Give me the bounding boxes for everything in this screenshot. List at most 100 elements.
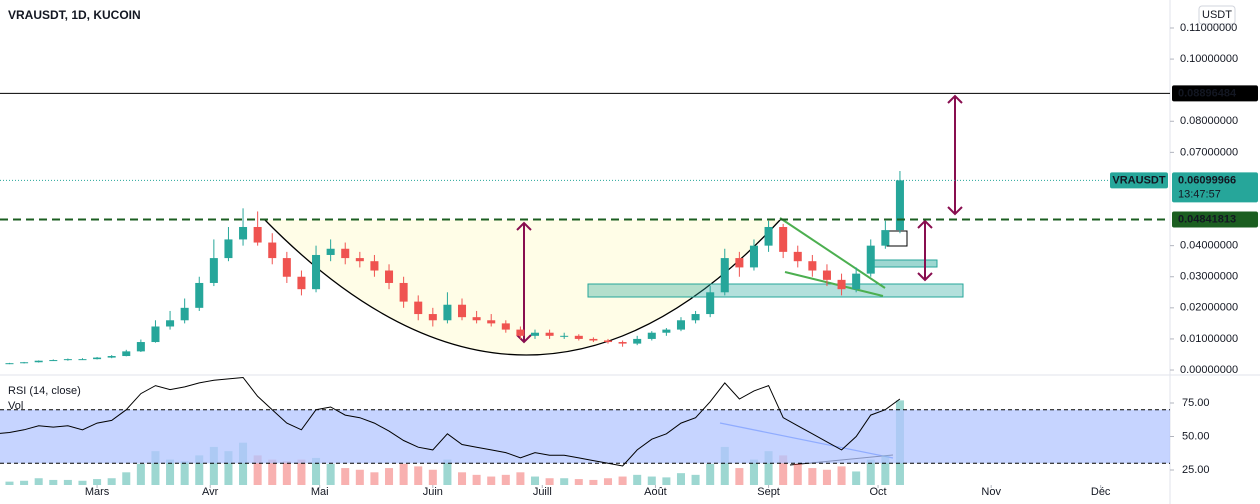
candle-body (385, 270, 394, 283)
y-tick-label: 0.04000000 (1180, 240, 1238, 252)
volume-bar (458, 472, 467, 485)
candle-body (866, 245, 875, 274)
candle-body (341, 248, 350, 259)
volume-bar (326, 463, 335, 485)
y-tick-label: 0.00000000 (1180, 364, 1238, 376)
volume-bar (370, 472, 379, 485)
volume-bar (93, 479, 102, 485)
volume-bar (472, 474, 481, 485)
chart-title: VRAUSDT, 1D, KUCOIN (8, 8, 141, 22)
candle-body (282, 258, 291, 277)
candle-body (603, 340, 613, 343)
candle-body (34, 360, 43, 363)
volume-bar (253, 455, 262, 485)
x-tick-label: Août (644, 486, 667, 498)
volume-bar (297, 459, 306, 485)
candle-body (676, 320, 685, 330)
candle-body (560, 335, 569, 337)
candle-body (516, 329, 525, 336)
volume-bar (545, 478, 554, 485)
x-tick-label: Déc (1091, 486, 1111, 498)
candle-body (589, 338, 598, 341)
candle-body (20, 362, 29, 364)
support-zone (872, 259, 938, 268)
rsi-tick-label: 50.00 (1182, 430, 1210, 442)
volume-bar (20, 480, 29, 485)
y-tick-label: 0.11000000 (1180, 22, 1237, 34)
volume-bar (881, 455, 890, 485)
symbol-label: VRAUSDT (1112, 174, 1165, 186)
volume-bar (239, 442, 248, 485)
candle-body (808, 261, 817, 271)
x-tick-label: Sept (757, 486, 780, 498)
candle-body (501, 323, 510, 330)
volume-bar (691, 474, 700, 485)
candle-body (487, 320, 496, 324)
candle-body (78, 359, 87, 361)
x-tick-label: Nov (981, 486, 1001, 498)
rsi-title: RSI (14, close) (8, 385, 81, 397)
candle-body (764, 226, 773, 246)
price-line-tag (1172, 211, 1258, 228)
volume-bar (516, 472, 525, 485)
volume-bar (866, 459, 875, 485)
volume-bar (837, 466, 846, 485)
volume-bar (487, 476, 496, 485)
rsi-tick-label: 25.00 (1182, 464, 1210, 476)
candle-body (749, 245, 758, 268)
volume-bar (501, 474, 510, 485)
symbol-tag (1110, 172, 1168, 189)
candle-body (691, 314, 700, 321)
candle-body (151, 326, 160, 343)
x-tick-label: Avr (202, 486, 219, 498)
trend-line (784, 271, 884, 297)
x-tick-label: Mars (85, 486, 110, 498)
candle-body (720, 258, 729, 293)
y-tick-label: 0.07000000 (1180, 146, 1238, 158)
countdown-label: 13:47:57 (1178, 188, 1221, 200)
support-zone (587, 283, 964, 298)
candle-body (239, 226, 248, 240)
x-tick-label: Oct (869, 486, 886, 498)
volume-bar (136, 463, 145, 485)
trend-line (779, 217, 886, 289)
currency-button[interactable] (1198, 5, 1236, 25)
volume-bar (749, 459, 758, 485)
cup-curve (264, 219, 781, 356)
measure-arrows (516, 94, 963, 344)
volume-bar (428, 469, 437, 485)
volume-bar (530, 476, 540, 485)
volume-bar (355, 469, 364, 485)
volume-bar (63, 479, 72, 485)
candle-body (122, 351, 131, 357)
volume-bar (5, 481, 14, 485)
volume-bar (808, 468, 817, 485)
candle-body (793, 251, 802, 262)
volume-bar (268, 459, 277, 485)
y-tick-label: 0.01000000 (1180, 333, 1238, 345)
volume-bar (779, 455, 788, 485)
volume-bar (34, 478, 43, 485)
volume-bar (764, 451, 773, 485)
candle-body (253, 226, 262, 243)
candle-body (895, 180, 904, 231)
y-tick-label: 0.10000000 (1180, 53, 1238, 65)
candle-body (5, 363, 14, 365)
candle-body (706, 292, 715, 315)
drawings (264, 94, 964, 466)
volume-bar (312, 457, 321, 485)
candle-body (735, 258, 744, 268)
volume-bar (224, 451, 233, 485)
candle-body (545, 332, 554, 336)
volume-bar (633, 474, 642, 485)
volume-bar (706, 463, 715, 485)
volume-bar (122, 472, 131, 485)
volume-bar (107, 478, 116, 485)
currency-button-label[interactable]: USDT (1202, 9, 1232, 21)
volume-bar (822, 469, 831, 485)
volume-bar (720, 446, 729, 485)
rsi-tick-label: 75.00 (1182, 397, 1210, 409)
volume-bar (282, 461, 291, 485)
candle-body (837, 279, 846, 290)
volume-bar (151, 451, 160, 485)
